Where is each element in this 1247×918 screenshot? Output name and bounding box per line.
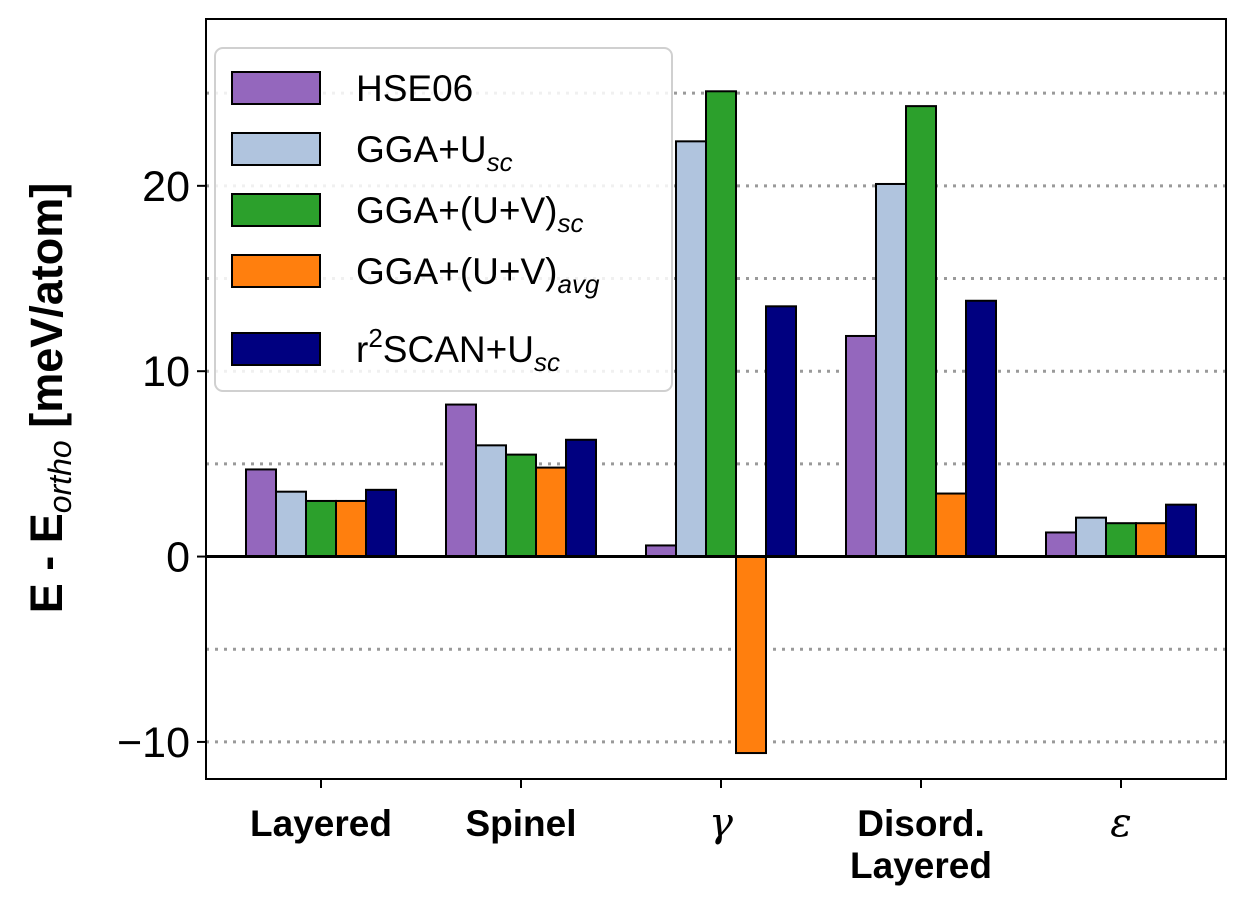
legend-label-sub: sc — [534, 347, 560, 377]
legend-label-base: HSE06 — [356, 68, 473, 109]
legend-label-sub: sc — [558, 208, 584, 238]
y-axis-label-unit: [meV/atom] — [21, 183, 72, 441]
bar-r2scan-usc-4 — [1165, 503, 1197, 558]
bar-gga-u-v-avg-2 — [735, 555, 767, 755]
x-category-label: ε — [1110, 800, 1131, 846]
legend-label-sup: 2 — [368, 323, 382, 353]
legend-label-base: r — [356, 329, 368, 370]
y-axis-label: E - Eortho [meV/atom] — [21, 183, 78, 614]
bar-gga-usc-4 — [1075, 516, 1107, 558]
y-axis-label-subscript: ortho — [42, 440, 78, 513]
legend-label-base: GGA+(U+V) — [356, 190, 558, 231]
bar-gga-u-v-avg-1 — [535, 466, 567, 558]
legend-label: r2SCAN+Usc — [356, 323, 560, 377]
legend: HSE06GGA+UscGGA+(U+V)scGGA+(U+V)avgr2SCA… — [214, 47, 673, 392]
y-tick-label: 0 — [166, 534, 190, 582]
bar-gga-u-v-sc-0 — [305, 499, 337, 558]
legend-swatch — [231, 193, 321, 227]
bar-hse06-3 — [845, 334, 877, 558]
x-category-label: Layered — [850, 845, 992, 886]
bar-r2scan-usc-2 — [765, 305, 797, 558]
bar-hse06-4 — [1045, 531, 1077, 558]
bar-r2scan-usc-3 — [965, 299, 997, 558]
legend-label-sub: avg — [558, 269, 600, 299]
bar-hse06-0 — [245, 468, 277, 558]
bar-gga-u-v-avg-3 — [935, 492, 967, 558]
bar-gga-u-v-sc-3 — [905, 105, 937, 558]
y-axis-label-main: E - E — [21, 513, 72, 613]
bar-hse06-1 — [445, 403, 477, 558]
legend-label: GGA+Usc — [356, 129, 513, 177]
legend-label: HSE06 — [356, 68, 473, 109]
x-category-label: γ — [709, 800, 733, 846]
bar-r2scan-usc-0 — [365, 488, 397, 558]
legend-swatch — [231, 71, 321, 105]
bars — [245, 90, 1197, 755]
bar-hse06-2 — [645, 544, 677, 558]
bar-gga-usc-2 — [675, 140, 707, 558]
bar-gga-usc-1 — [475, 444, 507, 558]
legend-label: GGA+(U+V)avg — [356, 251, 600, 299]
y-tick-label: −10 — [117, 719, 190, 767]
bar-gga-u-v-sc-4 — [1105, 522, 1137, 558]
bar-r2scan-usc-1 — [565, 438, 597, 558]
legend-swatch — [231, 332, 321, 366]
bar-gga-usc-0 — [275, 490, 307, 558]
legend-label-sub: sc — [487, 147, 513, 177]
x-category-label: Spinel — [465, 803, 576, 844]
legend-label-tail: SCAN+U — [383, 329, 534, 370]
legend-label-base: GGA+(U+V) — [356, 251, 558, 292]
bar-gga-u-v-sc-2 — [705, 90, 737, 558]
legend-swatch — [231, 254, 321, 288]
bar-gga-usc-3 — [875, 182, 907, 558]
legend-swatch — [231, 132, 321, 166]
bar-gga-u-v-avg-0 — [335, 499, 367, 558]
bar-gga-u-v-avg-4 — [1135, 522, 1167, 558]
legend-label: GGA+(U+V)sc — [356, 190, 584, 238]
plot-frame — [205, 18, 1227, 780]
y-tick-label: 10 — [142, 348, 190, 396]
legend-label-base: GGA+U — [356, 129, 487, 170]
legend-box — [214, 47, 673, 392]
bar-gga-u-v-sc-1 — [505, 453, 537, 558]
x-category-label: Disord. — [857, 803, 984, 844]
x-category-label: Layered — [250, 803, 392, 844]
y-tick-label: 20 — [142, 163, 190, 211]
